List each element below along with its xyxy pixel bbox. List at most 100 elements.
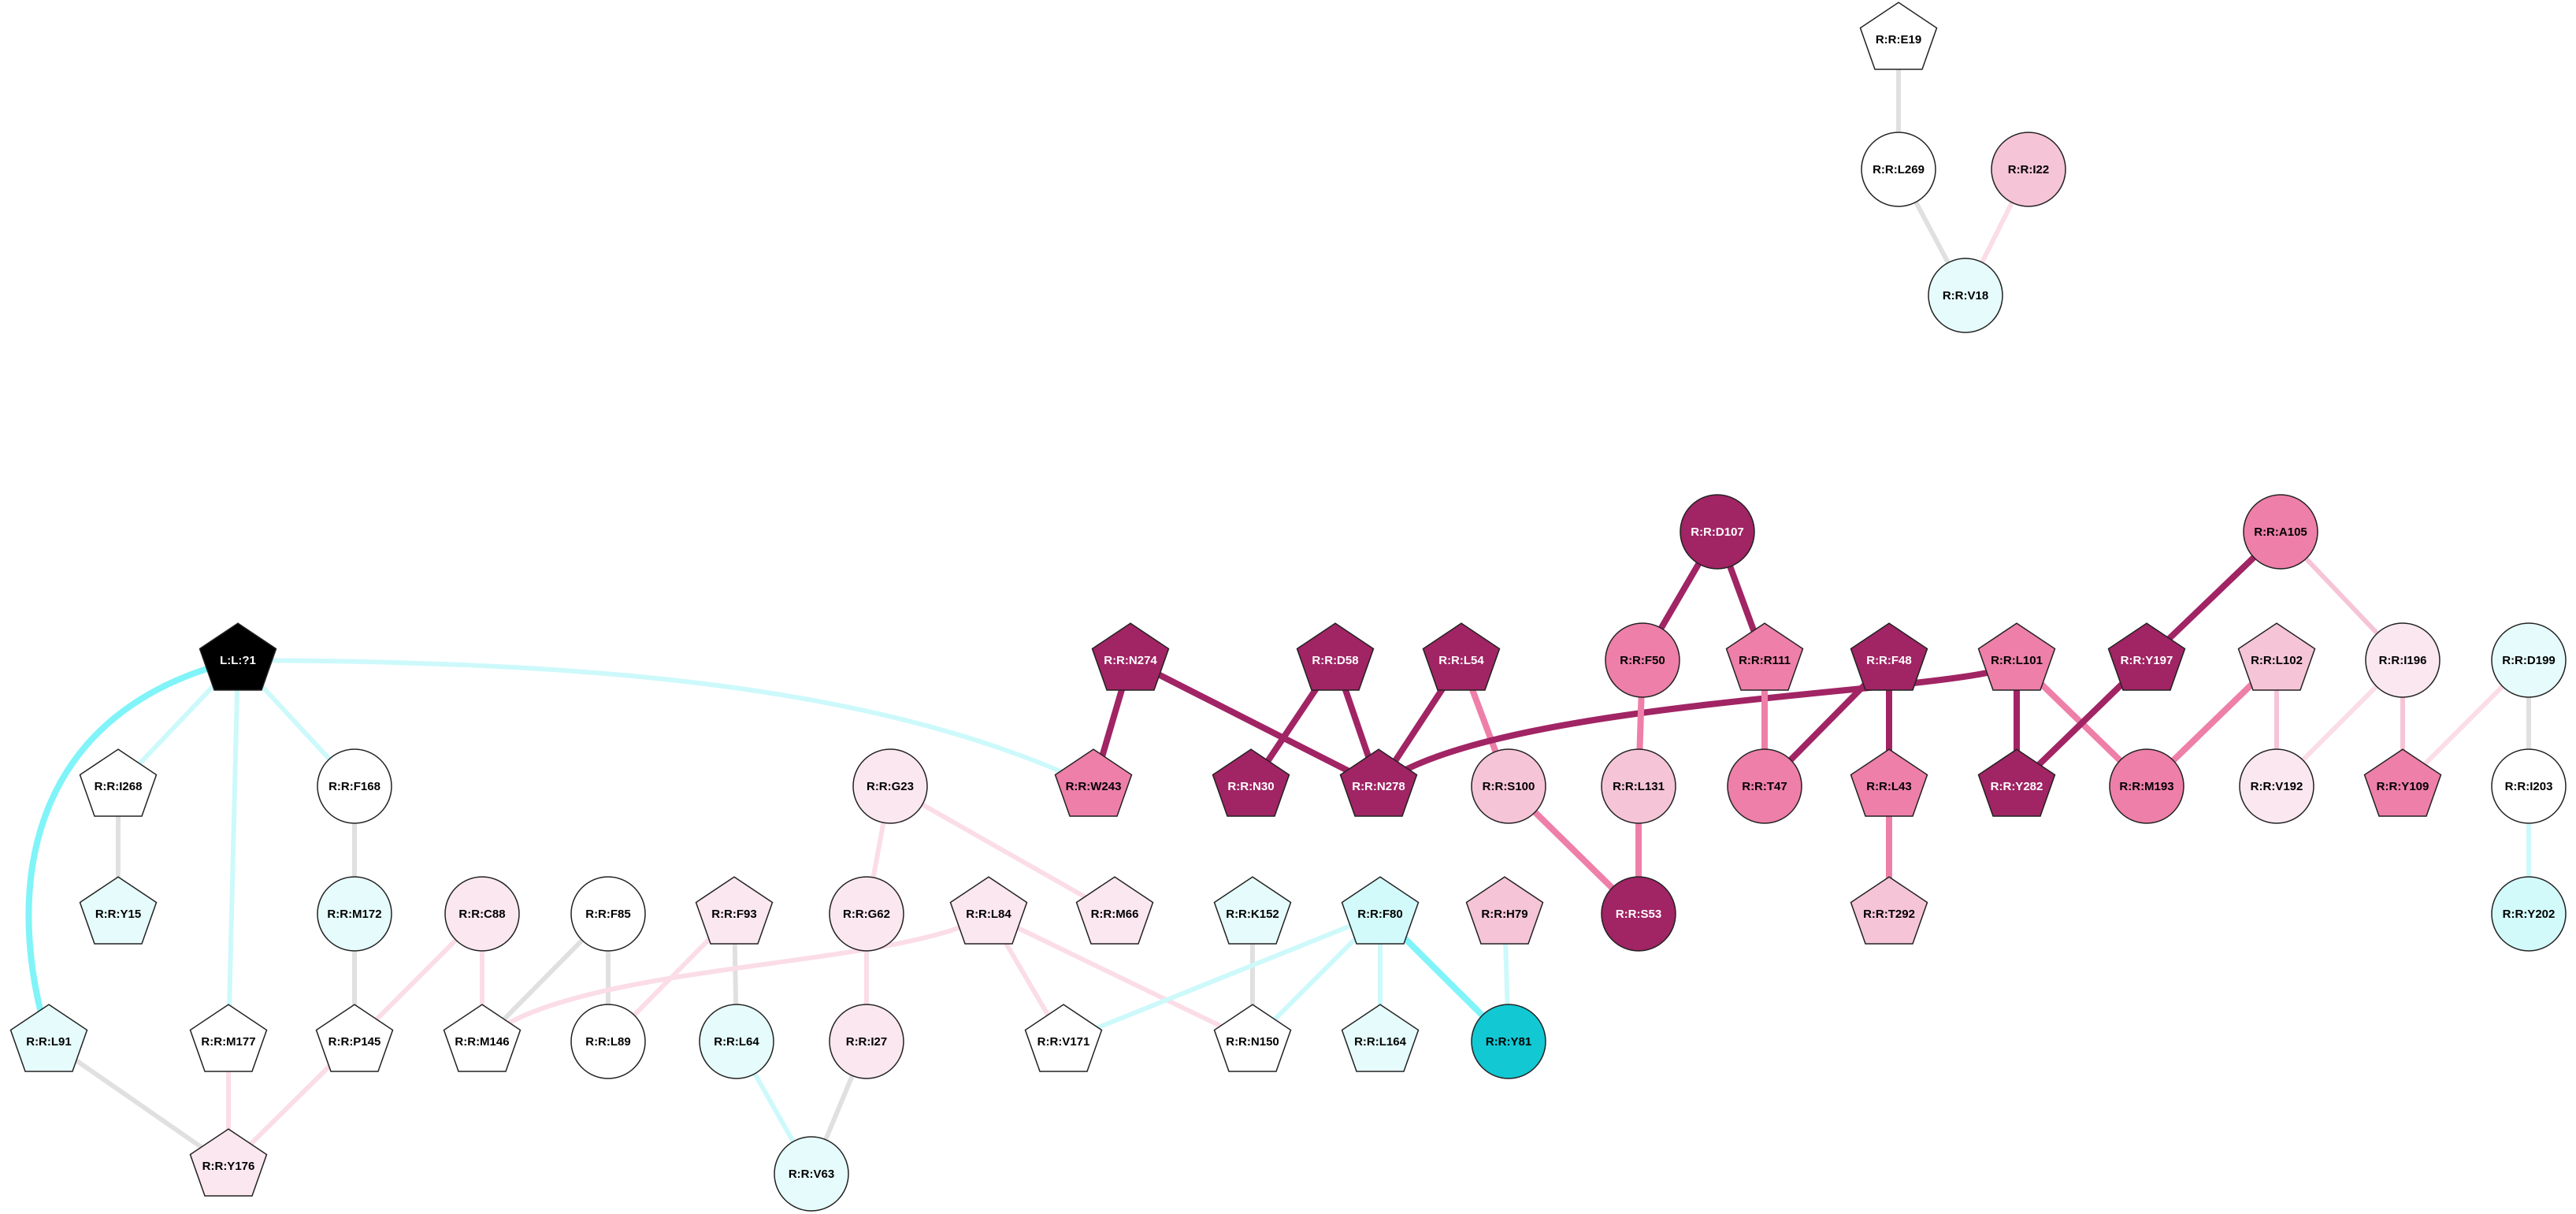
node-l269[interactable]: R:R:L269 [1861, 132, 1936, 207]
node-l91[interactable]: R:R:L91 [9, 1004, 88, 1072]
node-t292[interactable]: R:R:T292 [1850, 876, 1928, 945]
node-d58[interactable]: R:R:D58 [1296, 622, 1375, 691]
node-m177[interactable]: R:R:M177 [189, 1004, 268, 1072]
node-label: R:R:G62 [843, 908, 890, 921]
pentagon-shape [1977, 748, 2056, 817]
node-d107[interactable]: R:R:D107 [1680, 494, 1755, 570]
node-m172[interactable]: R:R:M172 [317, 876, 392, 952]
node-label: R:R:Y81 [1486, 1035, 1531, 1049]
node-g62[interactable]: R:R:G62 [829, 876, 904, 952]
node-n150[interactable]: R:R:N150 [1213, 1004, 1292, 1072]
node-y176[interactable]: R:R:Y176 [189, 1128, 268, 1197]
node-i22[interactable]: R:R:I22 [1991, 132, 2066, 207]
node-n278[interactable]: R:R:N278 [1339, 748, 1418, 817]
node-label: R:R:L164 [1354, 1035, 1407, 1049]
node-l164[interactable]: R:R:L164 [1341, 1004, 1420, 1072]
node-k152[interactable]: R:R:K152 [1213, 876, 1292, 945]
node-label: R:R:K152 [1226, 908, 1279, 921]
node-v171[interactable]: R:R:V171 [1024, 1004, 1103, 1072]
node-i196[interactable]: R:R:I196 [2365, 622, 2441, 698]
node-l131[interactable]: R:R:L131 [1601, 748, 1676, 824]
circle-shape [699, 1004, 774, 1079]
node-l64[interactable]: R:R:L64 [699, 1004, 774, 1079]
node-a105[interactable]: R:R:A105 [2243, 494, 2318, 570]
pentagon-shape [315, 1004, 394, 1072]
node-l43[interactable]: R:R:L43 [1850, 748, 1928, 817]
node-f93[interactable]: R:R:F93 [695, 876, 774, 945]
node-v192[interactable]: R:R:V192 [2239, 748, 2314, 824]
node-label: R:R:Y176 [202, 1160, 255, 1173]
node-y81[interactable]: R:R:Y81 [1471, 1004, 1546, 1079]
edge-l1-m177 [226, 658, 240, 1044]
node-label: R:R:M66 [1091, 908, 1139, 921]
circle-shape [2491, 876, 2567, 952]
node-i268[interactable]: R:R:I268 [79, 748, 158, 817]
node-label: R:R:F48 [1866, 654, 1912, 667]
node-l89[interactable]: R:R:L89 [570, 1004, 646, 1079]
node-l54[interactable]: R:R:L54 [1422, 622, 1501, 691]
node-w243[interactable]: R:R:W243 [1054, 748, 1133, 817]
node-label: R:R:I22 [2008, 163, 2050, 176]
node-f48[interactable]: R:R:F48 [1850, 622, 1928, 691]
node-i203[interactable]: R:R:I203 [2491, 748, 2567, 824]
node-f168[interactable]: R:R:F168 [317, 748, 392, 824]
circle-shape [2491, 748, 2567, 824]
circle-shape [852, 748, 928, 824]
node-label: R:R:M193 [2119, 780, 2173, 793]
node-m193[interactable]: R:R:M193 [2109, 748, 2184, 824]
node-label: R:R:D199 [2502, 654, 2556, 667]
node-g23[interactable]: R:R:G23 [852, 748, 928, 824]
node-label: R:R:L102 [2251, 654, 2303, 667]
edge-l84-m146 [480, 911, 991, 1044]
circle-shape [2365, 622, 2441, 698]
circle-shape [317, 876, 392, 952]
node-l1[interactable]: L:L:?1 [199, 622, 277, 691]
circle-shape [1928, 258, 2003, 333]
node-s53[interactable]: R:R:S53 [1601, 876, 1676, 952]
node-f50[interactable]: R:R:F50 [1605, 622, 1680, 698]
pentagon-shape [2237, 622, 2316, 691]
node-p145[interactable]: R:R:P145 [315, 1004, 394, 1072]
edge-n274-n278 [1127, 657, 1382, 789]
node-y15[interactable]: R:R:Y15 [79, 876, 158, 945]
node-f80[interactable]: R:R:F80 [1341, 876, 1420, 945]
node-c88[interactable]: R:R:C88 [444, 876, 520, 952]
node-d199[interactable]: R:R:D199 [2491, 622, 2567, 698]
pentagon-shape [79, 748, 158, 817]
node-label: R:R:Y15 [95, 908, 141, 921]
node-l102[interactable]: R:R:L102 [2237, 622, 2316, 691]
pentagon-shape [199, 622, 277, 691]
node-label: R:R:N278 [1352, 780, 1405, 793]
pentagon-shape [1850, 622, 1928, 691]
node-t47[interactable]: R:R:T47 [1727, 748, 1802, 824]
node-n30[interactable]: R:R:N30 [1212, 748, 1290, 817]
node-v18[interactable]: R:R:V18 [1928, 258, 2003, 333]
node-y197[interactable]: R:R:Y197 [2107, 622, 2186, 691]
pentagon-shape [189, 1004, 268, 1072]
node-l101[interactable]: R:R:L101 [1977, 622, 2056, 691]
node-i27[interactable]: R:R:I27 [829, 1004, 904, 1079]
node-label: R:R:N274 [1104, 654, 1157, 667]
node-y109[interactable]: R:R:Y109 [2363, 748, 2442, 817]
node-r111[interactable]: R:R:R111 [1725, 622, 1804, 691]
node-n274[interactable]: R:R:N274 [1091, 622, 1170, 691]
node-v63[interactable]: R:R:V63 [774, 1136, 849, 1212]
circle-shape [1601, 876, 1676, 952]
node-label: R:R:L101 [1991, 654, 2043, 667]
circle-shape [1680, 494, 1755, 570]
node-label: R:R:V18 [1943, 289, 1988, 303]
node-f85[interactable]: R:R:F85 [570, 876, 646, 952]
node-l84[interactable]: R:R:L84 [949, 876, 1028, 945]
node-e19[interactable]: R:R:E19 [1859, 2, 1938, 70]
node-y202[interactable]: R:R:Y202 [2491, 876, 2567, 952]
node-h79[interactable]: R:R:H79 [1465, 876, 1544, 945]
circle-shape [774, 1136, 849, 1212]
node-m146[interactable]: R:R:M146 [443, 1004, 522, 1072]
node-label: R:R:S100 [1483, 780, 1535, 793]
node-s100[interactable]: R:R:S100 [1471, 748, 1546, 824]
node-label: R:R:V171 [1037, 1035, 1090, 1049]
node-m66[interactable]: R:R:M66 [1075, 876, 1154, 945]
node-y282[interactable]: R:R:Y282 [1977, 748, 2056, 817]
circle-shape [2109, 748, 2184, 824]
pentagon-shape [189, 1128, 268, 1197]
